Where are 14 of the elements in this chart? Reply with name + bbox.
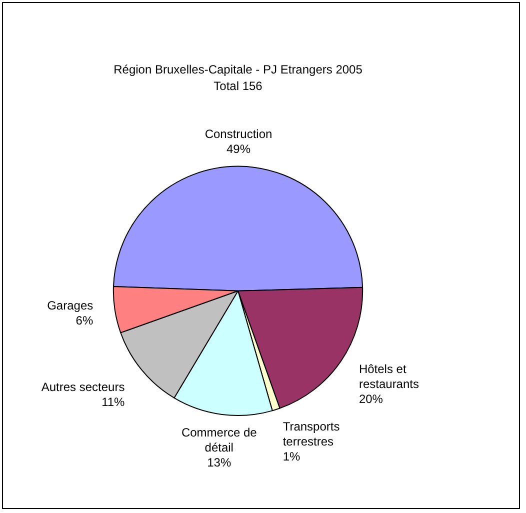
slice-label: Garages	[47, 298, 94, 312]
data-label: 13%	[207, 456, 232, 470]
slice-label: Transports terrestres	[282, 420, 340, 449]
data-label: 6%	[76, 313, 94, 328]
data-label: 20%	[358, 392, 384, 406]
data-label: 1%	[282, 450, 300, 464]
chart-title: Région Bruxelles-Capitale - PJ Etrangers 2005	[114, 62, 363, 77]
slice-label: Construction	[204, 127, 272, 142]
chart-subtitle: Total 156	[214, 78, 263, 93]
data-label: 49%	[226, 142, 251, 156]
slice-label: Autres secteurs	[41, 380, 125, 394]
data-label: 11%	[102, 395, 126, 410]
slice-label: Hôtels et restaurants	[358, 362, 419, 392]
slice-label: Commerce de détail	[181, 426, 258, 455]
